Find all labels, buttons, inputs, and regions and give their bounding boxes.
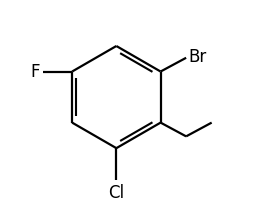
Text: Cl: Cl [108,184,124,203]
Text: F: F [30,63,40,80]
Text: Br: Br [188,48,206,66]
